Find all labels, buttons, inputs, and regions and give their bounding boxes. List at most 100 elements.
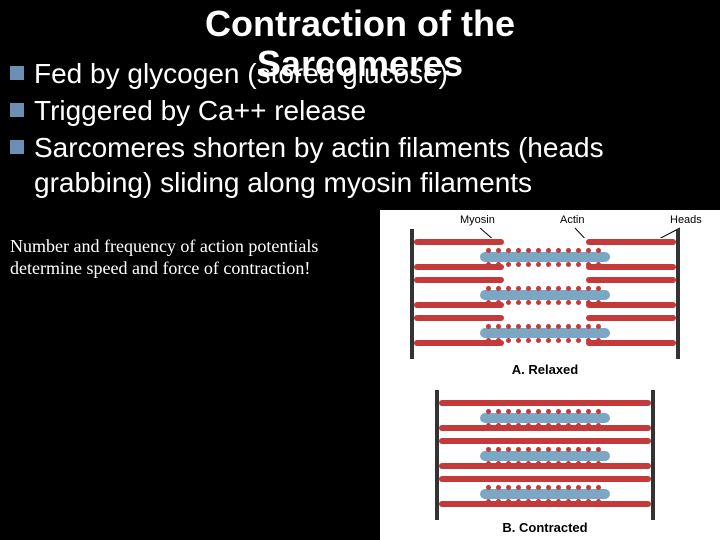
myosin-head [486, 409, 491, 414]
actin-filament [414, 264, 504, 270]
bullet-text: Sarcomeres shorten by actin filaments (h… [34, 130, 710, 200]
myosin-head [576, 324, 581, 329]
myosin-head [526, 262, 531, 267]
bullet-marker-icon [10, 140, 24, 154]
myosin-filament [480, 290, 610, 300]
myosin-head [486, 248, 491, 253]
actin-filament [439, 463, 549, 469]
actin-filament [439, 400, 549, 406]
myosin-head [536, 485, 541, 490]
myosin-head [576, 300, 581, 305]
actin-filament [586, 277, 676, 283]
myosin-head [576, 447, 581, 452]
myosin-head [576, 248, 581, 253]
myosin-head [506, 447, 511, 452]
myosin-head [526, 324, 531, 329]
myosin-head [546, 248, 551, 253]
myosin-head [486, 485, 491, 490]
myosin-head [546, 485, 551, 490]
myosin-head [556, 248, 561, 253]
myosin-head [496, 485, 501, 490]
bullet-marker-icon [10, 66, 24, 80]
title-line1: Contraction of the [205, 3, 515, 44]
myosin-head [506, 338, 511, 343]
myosin-head [496, 248, 501, 253]
myosin-head [516, 447, 521, 452]
actin-filament [414, 239, 504, 245]
myosin-head [506, 300, 511, 305]
myosin-head [586, 447, 591, 452]
myosin-head [576, 485, 581, 490]
actin-filament [439, 501, 549, 507]
myosin-head [526, 286, 531, 291]
myosin-head [596, 409, 601, 414]
actin-filament [586, 264, 676, 270]
myosin-head [566, 324, 571, 329]
myosin-head [576, 338, 581, 343]
actin-filament [414, 340, 504, 346]
actin-filament [439, 476, 549, 482]
myosin-head [556, 447, 561, 452]
myosin-head [506, 485, 511, 490]
myosin-head [526, 409, 531, 414]
bullet-item: Fed by glycogen (stored glucose) [10, 56, 710, 91]
myosin-head [566, 409, 571, 414]
myosin-head [566, 447, 571, 452]
myosin-head [516, 262, 521, 267]
actin-filament [586, 239, 676, 245]
myosin-head [586, 409, 591, 414]
actin-filament [541, 400, 651, 406]
myosin-filament [480, 489, 610, 499]
actin-filament [586, 340, 676, 346]
actin-filament [586, 302, 676, 308]
myosin-head [556, 286, 561, 291]
panel-relaxed [410, 234, 680, 354]
myosin-head [516, 338, 521, 343]
myosin-head [546, 409, 551, 414]
myosin-head [596, 286, 601, 291]
myosin-head [586, 286, 591, 291]
myosin-head [536, 447, 541, 452]
myosin-head [526, 485, 531, 490]
myosin-head [546, 324, 551, 329]
myosin-head [526, 248, 531, 253]
myosin-head [516, 485, 521, 490]
myosin-head [566, 262, 571, 267]
myosin-head [506, 248, 511, 253]
myosin-head [566, 485, 571, 490]
myosin-head [546, 300, 551, 305]
myosin-head [526, 338, 531, 343]
bullet-text: Triggered by Ca++ release [34, 93, 710, 128]
myosin-head [576, 262, 581, 267]
myosin-head [566, 338, 571, 343]
myosin-head [516, 300, 521, 305]
actin-filament [541, 438, 651, 444]
myosin-head [556, 485, 561, 490]
myosin-head [566, 300, 571, 305]
myosin-head [486, 324, 491, 329]
myosin-head [566, 248, 571, 253]
myosin-head [506, 324, 511, 329]
myosin-head [496, 447, 501, 452]
actin-filament [541, 501, 651, 507]
myosin-filament [480, 252, 610, 262]
z-line [651, 390, 655, 520]
myosin-head [506, 262, 511, 267]
myosin-head [536, 262, 541, 267]
myosin-head [576, 409, 581, 414]
z-line [676, 229, 680, 359]
myosin-head [516, 324, 521, 329]
myosin-head [546, 447, 551, 452]
myosin-head [496, 409, 501, 414]
myosin-head [496, 324, 501, 329]
myosin-head [596, 485, 601, 490]
myosin-head [546, 262, 551, 267]
myosin-head [536, 324, 541, 329]
myosin-head [546, 338, 551, 343]
myosin-head [556, 300, 561, 305]
myosin-filament [480, 328, 610, 338]
bullet-item: Sarcomeres shorten by actin filaments (h… [10, 130, 710, 200]
myosin-head [536, 300, 541, 305]
caption-contracted: B. Contracted [410, 520, 680, 535]
myosin-head [586, 248, 591, 253]
